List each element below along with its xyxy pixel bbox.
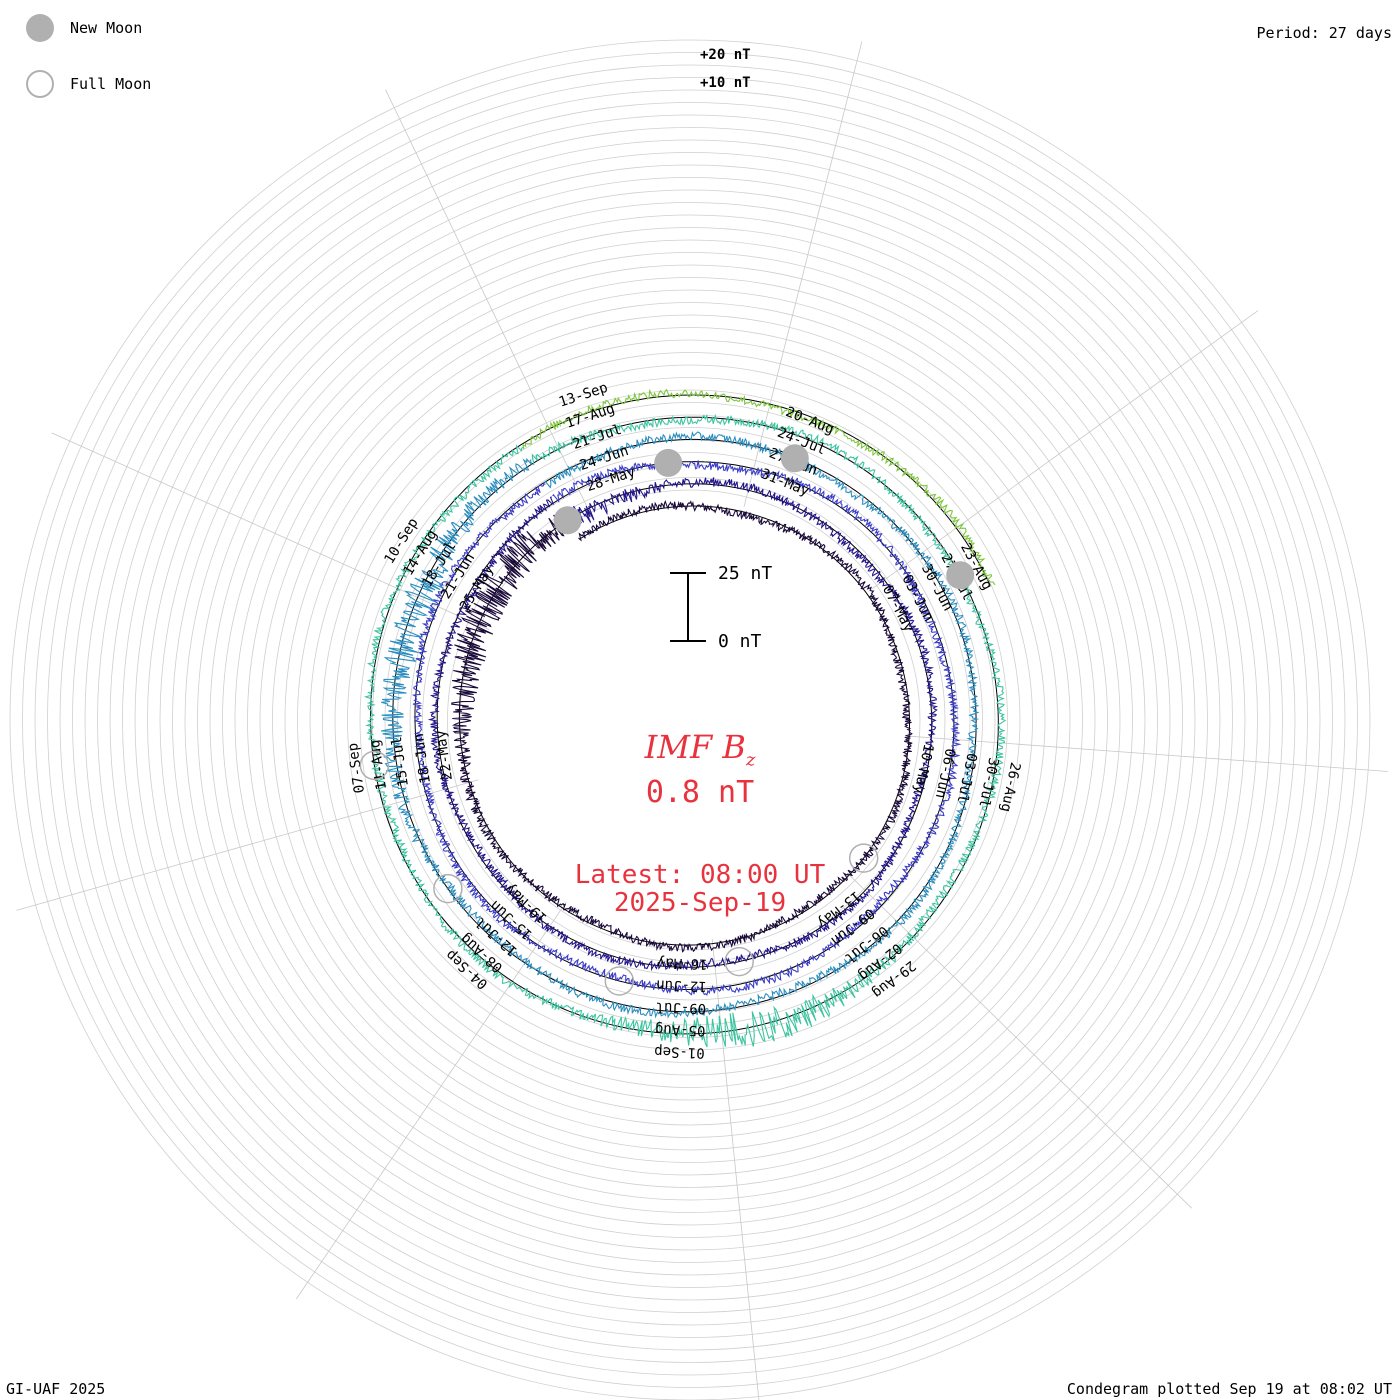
grid-ring: [322, 352, 1058, 1088]
latest-date: 2025-Sep-19: [613, 888, 787, 918]
bz-series-lap-6: [522, 388, 996, 586]
center-title-sub: z: [745, 749, 756, 771]
legend-full-moon: Full Moon: [26, 70, 151, 98]
grid-ring: [122, 152, 1258, 1288]
date-label: 15-Jul: [389, 735, 412, 787]
legend-new-moon-label: New Moon: [70, 19, 143, 37]
grid-ring: [72, 102, 1308, 1338]
full-moon-marker: [604, 966, 635, 996]
grid-ring: [422, 452, 958, 988]
grid-ring: [284, 314, 1096, 1126]
grid-ring: [197, 227, 1183, 1213]
grid-spoke: [51, 432, 490, 631]
new-moon-marker: [780, 444, 809, 473]
latest-time: Latest: 08:00 UT: [574, 860, 826, 890]
bz-series-lap-4: [380, 430, 980, 1019]
grid-ring: [222, 252, 1158, 1188]
new-moon-icon: [26, 14, 54, 42]
grid-ring: [47, 77, 1333, 1363]
period-label: Period: 27 days: [1256, 24, 1392, 42]
zero-line-spiral: [370, 394, 999, 1035]
full-moon-marker: [848, 843, 879, 873]
new-moon-marker: [654, 448, 683, 477]
date-label: 01-Sep: [654, 1043, 705, 1061]
grid-ring: [59, 89, 1321, 1351]
grid-ring: [147, 177, 1233, 1263]
grid-spoke: [743, 41, 863, 507]
grid-spoke: [909, 735, 1389, 772]
grid-ring: [309, 339, 1071, 1101]
grid-ring: [34, 64, 1346, 1376]
grid-spoke: [711, 938, 760, 1400]
new-moon-marker: [553, 506, 582, 535]
grid-ring: [359, 389, 1021, 1051]
grid-ring: [97, 127, 1283, 1313]
grid-ring: [347, 377, 1033, 1063]
grid-ring: [84, 114, 1296, 1326]
scale-bar-top-label: 25 nT: [718, 563, 773, 584]
grid-ring: [22, 52, 1358, 1388]
grid-ring: [334, 364, 1046, 1076]
scale-bar-bottom-label: 0 nT: [718, 631, 762, 652]
current-value: 0.8 nT: [645, 775, 755, 810]
grid-ring: [159, 189, 1221, 1251]
full-moon-marker: [724, 946, 754, 977]
grid-ring: [172, 202, 1208, 1238]
full-moon-icon: [26, 70, 54, 98]
bz-series-lap-1: [451, 500, 913, 953]
grid-ring: [247, 277, 1133, 1163]
grid-ring: [259, 289, 1121, 1151]
center-title-main: IMF B: [644, 728, 746, 766]
date-label: 12-Jun: [656, 976, 707, 994]
grid-ring: [209, 239, 1171, 1201]
date-label: 18-Jun: [411, 732, 434, 784]
date-label: 07-Sep: [345, 742, 368, 794]
grid-ring: [459, 489, 921, 951]
outer-scale-label-20: +20 nT: [700, 47, 751, 63]
grid-spoke: [16, 779, 479, 911]
footer-credit: GI-UAF 2025: [6, 1380, 106, 1398]
grid-spoke: [296, 901, 567, 1300]
date-label: 22-May: [433, 729, 456, 781]
legend-new-moon: New Moon: [26, 14, 142, 42]
bz-series-lap-2: [427, 477, 939, 972]
grid-ring: [434, 464, 946, 976]
center-title: IMF Bz: [0, 728, 1400, 770]
new-moon-marker: [946, 561, 975, 590]
grid-ring: [9, 39, 1371, 1400]
bz-series-lap-3: [411, 458, 962, 996]
bz-series-lap-5: [363, 413, 1007, 1048]
grid-ring: [447, 477, 933, 963]
footer-plot-time: Condegram plotted Sep 19 at 08:02 UT: [1066, 1380, 1392, 1398]
grid-spoke: [847, 873, 1192, 1209]
grid-ring: [297, 327, 1083, 1113]
grid-ring: [409, 439, 971, 1001]
grid-spoke: [868, 310, 1259, 592]
outer-scale-label-10: +10 nT: [700, 75, 751, 91]
legend-full-moon-label: Full Moon: [70, 75, 152, 93]
date-label: 05-Aug: [655, 1021, 706, 1039]
full-moon-marker: [359, 750, 390, 781]
grid-ring: [234, 264, 1146, 1176]
date-label: 09-Jul: [655, 999, 706, 1017]
grid-ring: [109, 139, 1271, 1301]
grid-ring: [134, 164, 1246, 1276]
date-label: 16-May: [657, 954, 708, 972]
grid-spoke: [385, 89, 595, 523]
grid-ring: [184, 214, 1196, 1226]
grid-ring: [272, 302, 1108, 1138]
full-moon-marker: [433, 873, 463, 904]
